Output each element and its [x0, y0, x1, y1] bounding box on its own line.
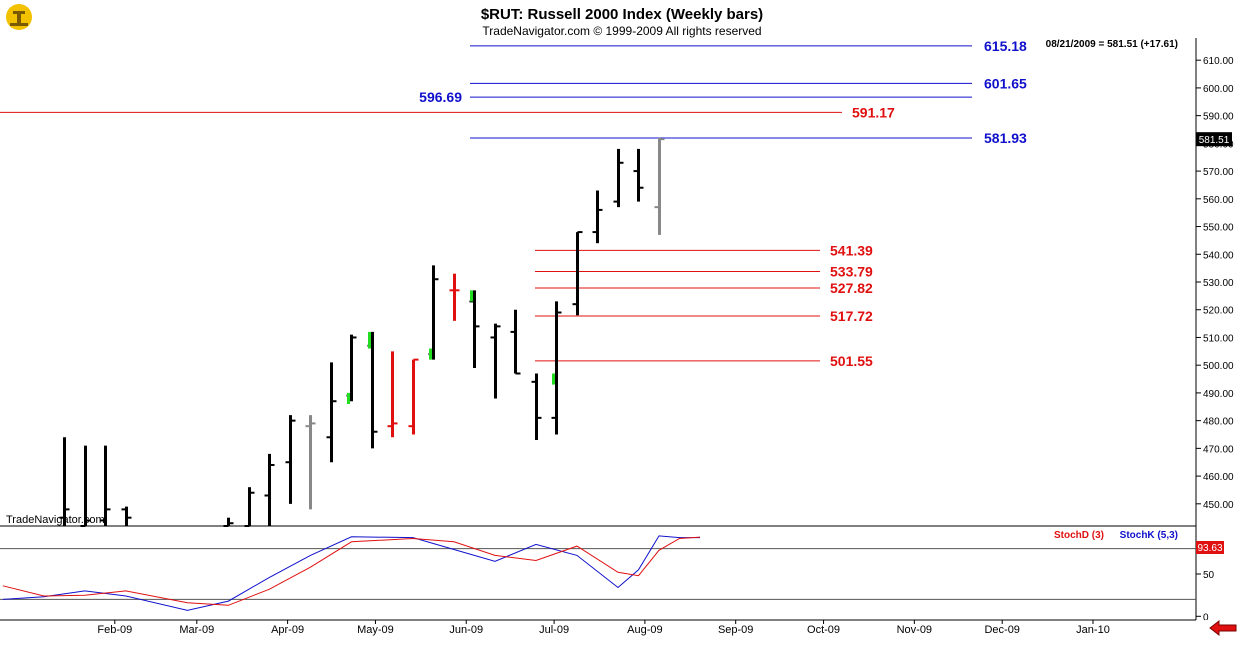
price-tick-label: 530.00 [1203, 278, 1234, 289]
date-tick-label: Dec-09 [984, 624, 1019, 636]
price-tick-label: 560.00 [1203, 195, 1234, 206]
level-label: 501.55 [830, 353, 873, 369]
date-tick-label: Jan-10 [1076, 624, 1110, 636]
price-tick-label: 600.00 [1203, 84, 1234, 95]
scroll-arrow-shape[interactable] [1209, 619, 1237, 637]
stoch-d-line [2, 536, 701, 606]
date-tick-label: Apr-09 [271, 624, 304, 636]
date-tick-label: Nov-09 [897, 624, 932, 636]
price-bars [59, 137, 665, 527]
last-price-box [1196, 132, 1232, 147]
date-tick-label: Oct-09 [807, 624, 840, 636]
logo-bar-top [13, 11, 25, 14]
last-price-marker: 581.51 [1196, 132, 1232, 147]
price-tick-label: 570.00 [1203, 167, 1234, 178]
price-levels: 615.18 601.65 596.69 591.17 581.93 541.39 533.… [0, 38, 1027, 369]
level-label: 601.65 [984, 75, 1027, 91]
date-tick-label: Jul-09 [539, 624, 569, 636]
stoch-tick-label: 50 [1203, 570, 1215, 581]
price-axis: 450.00 460.00 470.00 480.00 490.00 500.00 510.… [1196, 56, 1234, 511]
price-tick-label: 480.00 [1203, 417, 1234, 428]
level-label: 541.39 [830, 242, 873, 258]
last-stoch-value: 93.63 [1197, 543, 1222, 554]
date-axis: Feb-09 Mar-09 Apr-09 May-09 Jun-09 Jul-09 Aug-… [97, 620, 1110, 636]
date-tick-label: Sep-09 [718, 624, 753, 636]
stoch-k-line [2, 535, 700, 611]
price-tick-label: 550.00 [1203, 223, 1234, 234]
price-tick-label: 510.00 [1203, 333, 1234, 344]
price-tick-label: 610.00 [1203, 56, 1234, 67]
date-tick-label: Feb-09 [97, 624, 132, 636]
level-label: 517.72 [830, 308, 873, 324]
level-label: 596.69 [419, 89, 462, 105]
copyright-text: TradeNavigator.com © 1999-2009 All right… [482, 24, 761, 38]
stochastic-panel: 0 50 StochD (3) StochK (5,3) 93.63 [0, 530, 1224, 623]
chart-title: $RUT: Russell 2000 Index (Weekly bars) [481, 6, 763, 23]
price-tick-label: 520.00 [1203, 306, 1234, 317]
date-tick-label: Aug-09 [627, 624, 662, 636]
scroll-arrow-icon[interactable] [1205, 619, 1243, 638]
logo-bar-mid [17, 13, 21, 25]
level-label: 581.93 [984, 130, 1027, 146]
app-logo [6, 4, 32, 30]
price-tick-label: 470.00 [1203, 444, 1234, 455]
stoch-tick-label: 0 [1203, 612, 1209, 623]
price-tick-label: 460.00 [1203, 472, 1234, 483]
last-price-value: 581.51 [1199, 135, 1230, 146]
level-label: 591.17 [852, 104, 895, 120]
price-tick-label: 490.00 [1203, 389, 1234, 400]
date-tick-label: Mar-09 [179, 624, 214, 636]
stoch-axis: 0 50 [1196, 570, 1215, 623]
last-stoch-box [1196, 541, 1224, 554]
status-readout: 08/21/2009 = 581.51 (+17.61) [1046, 39, 1178, 50]
date-tick-label: May-09 [357, 624, 394, 636]
price-tick-label: 590.00 [1203, 112, 1234, 123]
stoch-lines [2, 535, 701, 611]
logo-bar-base [10, 23, 28, 26]
date-tick-label: Jun-09 [449, 624, 483, 636]
level-label: 533.79 [830, 263, 873, 279]
level-label: 615.18 [984, 38, 1027, 54]
price-tick-label: 450.00 [1203, 500, 1234, 511]
price-tick-label: 540.00 [1203, 250, 1234, 261]
level-label: 527.82 [830, 280, 873, 296]
price-tick-label: 500.00 [1203, 361, 1234, 372]
legend-stoch-k: StochK (5,3) [1120, 530, 1178, 541]
legend-stoch-d: StochD (3) [1054, 530, 1104, 541]
watermark-text: TradeNavigator.com [6, 514, 105, 526]
